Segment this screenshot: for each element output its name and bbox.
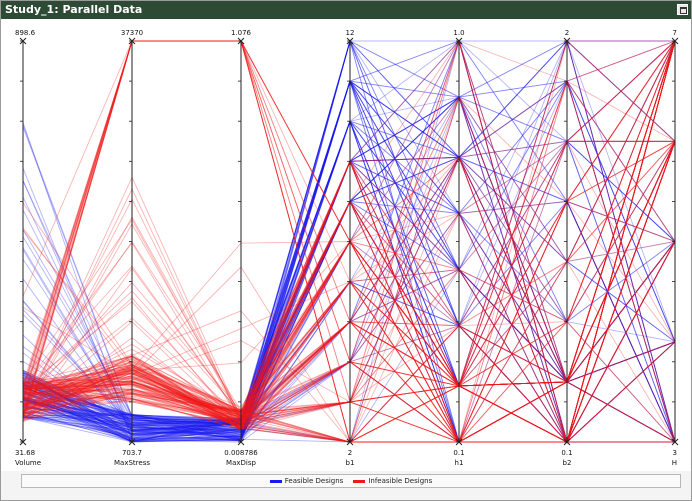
- axes-group: 898.6 31.68 Volume 37370 703.7 MaxStress 1.076…: [15, 29, 679, 467]
- axis-min-label: 0.1: [561, 449, 572, 457]
- axis-end-marker[interactable]: [19, 37, 27, 45]
- chart-legend: Feasible Designs Infeasible Designs: [21, 474, 681, 488]
- axis-min-label: 0.008786: [224, 449, 258, 457]
- axis-min-label: 2: [348, 449, 352, 457]
- maximize-window-icon[interactable]: [677, 4, 688, 15]
- axis-max-label: 898.6: [15, 29, 36, 37]
- axis-end-marker[interactable]: [237, 37, 245, 45]
- axis-end-marker[interactable]: [455, 438, 463, 446]
- axis-min-label: 31.68: [15, 449, 35, 457]
- axis-name-label: h1: [455, 459, 464, 467]
- axis-max-label: 2: [565, 29, 569, 37]
- legend-swatch-infeasible: [353, 479, 366, 483]
- axis-name-label: MaxStress: [114, 459, 150, 467]
- axis-end-marker[interactable]: [346, 37, 354, 45]
- axis-name-label: b2: [563, 459, 572, 467]
- axis-max-label: 37370: [121, 29, 143, 37]
- axis-name-label: Volume: [15, 459, 41, 467]
- axis-end-marker[interactable]: [671, 438, 679, 446]
- window-title: Study_1: Parallel Data: [5, 3, 143, 16]
- parallel-coordinates-chart: 898.6 31.68 Volume 37370 703.7 MaxStress 1.076…: [1, 19, 691, 471]
- axis-end-marker[interactable]: [346, 438, 354, 446]
- axis-max-label: 7: [673, 29, 677, 37]
- axis-end-marker[interactable]: [237, 438, 245, 446]
- legend-swatch-feasible: [269, 479, 282, 483]
- axis-name-label: b1: [346, 459, 355, 467]
- axis-min-label: 0.1: [453, 449, 464, 457]
- axis-name-label: MaxDisp: [226, 459, 256, 467]
- legend-item-feasible[interactable]: Feasible Designs: [269, 477, 344, 485]
- axis-end-marker[interactable]: [128, 438, 136, 446]
- legend-label-feasible: Feasible Designs: [284, 477, 344, 485]
- axis-end-marker[interactable]: [671, 37, 679, 45]
- axis-end-marker[interactable]: [563, 37, 571, 45]
- axis-end-marker[interactable]: [128, 37, 136, 45]
- legend-label-infeasible: Infeasible Designs: [368, 477, 433, 485]
- axis-name-label: H: [672, 459, 677, 467]
- axis-end-marker[interactable]: [19, 438, 27, 446]
- axis-max-label: 1.076: [231, 29, 252, 37]
- axis-end-marker[interactable]: [563, 438, 571, 446]
- axis-min-label: 3: [673, 449, 677, 457]
- axis-max-label: 1.0: [453, 29, 464, 37]
- plot-background: [1, 19, 691, 471]
- axis-max-label: 12: [346, 29, 355, 37]
- window-titlebar: Study_1: Parallel Data: [1, 1, 691, 19]
- axis-min-label: 703.7: [122, 449, 142, 457]
- legend-item-infeasible[interactable]: Infeasible Designs: [353, 477, 432, 485]
- axis-end-marker[interactable]: [455, 37, 463, 45]
